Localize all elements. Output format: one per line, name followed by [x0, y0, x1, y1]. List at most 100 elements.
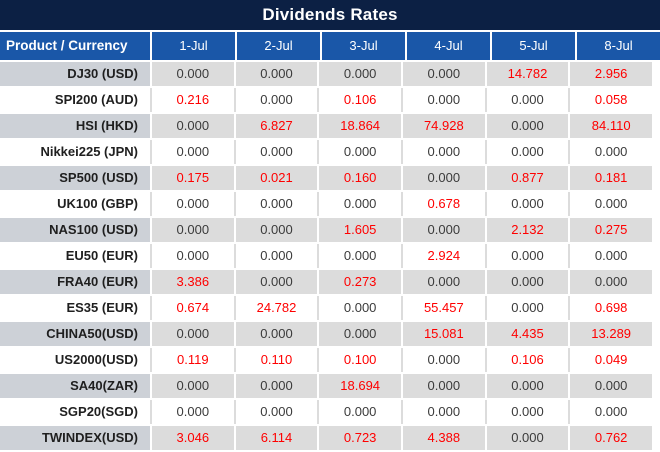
value-cell: 0.000 [484, 270, 569, 294]
value-cell: 0.000 [150, 244, 234, 268]
value-cell: 2.132 [484, 218, 569, 242]
value-cell: 0.000 [484, 374, 569, 398]
value-cell: 0.000 [400, 348, 485, 372]
value-cell: 55.457 [400, 296, 485, 320]
table-row: HSI (HKD) 0.000 6.827 18.864 74.928 0.000 84.1… [0, 114, 652, 138]
table-row: DJ30 (USD) 0.000 0.000 0.000 0.000 14.782 2.95… [0, 62, 652, 86]
value-cell: 0.000 [400, 374, 485, 398]
table-title: Dividends Rates [0, 0, 660, 30]
value-cell: 14.782 [484, 62, 569, 86]
value-cell: 0.000 [484, 140, 569, 164]
value-cell: 0.000 [150, 218, 234, 242]
table-row: TWINDEX(USD) 3.046 6.114 0.723 4.388 0.000 0.7… [0, 426, 652, 450]
product-cell: CHINA50(USD) [0, 322, 150, 346]
column-header-date: 1-Jul [150, 32, 235, 60]
value-cell: 0.000 [233, 374, 318, 398]
product-cell: US2000(USD) [0, 348, 150, 372]
value-cell: 0.000 [150, 322, 234, 346]
value-cell: 0.000 [233, 322, 318, 346]
column-header-date: 4-Jul [405, 32, 490, 60]
value-cell: 0.000 [233, 400, 318, 424]
table-row: SPI200 (AUD) 0.216 0.000 0.106 0.000 0.000 0.0… [0, 88, 652, 112]
value-cell: 0.000 [150, 140, 234, 164]
value-cell: 0.000 [233, 218, 318, 242]
value-cell: 0.000 [484, 426, 569, 450]
value-cell: 84.110 [568, 114, 652, 138]
value-cell: 0.000 [150, 192, 234, 216]
value-cell: 0.000 [317, 322, 401, 346]
table-row: EU50 (EUR) 0.000 0.000 0.000 2.924 0.000 0.000 [0, 244, 652, 268]
value-cell: 18.694 [317, 374, 401, 398]
product-cell: SA40(ZAR) [0, 374, 150, 398]
value-cell: 0.000 [150, 374, 234, 398]
table-row: SGP20(SGD) 0.000 0.000 0.000 0.000 0.000 0.000 [0, 400, 652, 424]
product-cell: HSI (HKD) [0, 114, 150, 138]
value-cell: 0.000 [484, 244, 569, 268]
value-cell: 0.000 [568, 374, 652, 398]
value-cell: 0.000 [233, 270, 318, 294]
value-cell: 0.160 [317, 166, 401, 190]
value-cell: 0.000 [150, 114, 234, 138]
value-cell: 74.928 [400, 114, 485, 138]
value-cell: 0.000 [568, 244, 652, 268]
value-cell: 0.106 [484, 348, 569, 372]
table-row: SP500 (USD) 0.175 0.021 0.160 0.000 0.877 0.18… [0, 166, 652, 190]
table-row: CHINA50(USD) 0.000 0.000 0.000 15.081 4.435 13… [0, 322, 652, 346]
value-cell: 0.000 [484, 114, 569, 138]
product-cell: Nikkei225 (JPN) [0, 140, 150, 164]
value-cell: 0.000 [233, 62, 318, 86]
table-row: FRA40 (EUR) 3.386 0.000 0.273 0.000 0.000 0.00… [0, 270, 652, 294]
value-cell: 0.000 [400, 88, 485, 112]
table-row: ES35 (EUR) 0.674 24.782 0.000 55.457 0.000 0.6… [0, 296, 652, 320]
value-cell: 0.000 [484, 296, 569, 320]
value-cell: 0.000 [317, 140, 401, 164]
value-cell: 0.000 [400, 270, 485, 294]
value-cell: 0.000 [317, 192, 401, 216]
value-cell: 4.435 [484, 322, 569, 346]
value-cell: 0.100 [317, 348, 401, 372]
value-cell: 0.877 [484, 166, 569, 190]
value-cell: 0.273 [317, 270, 401, 294]
value-cell: 3.386 [150, 270, 234, 294]
table-row: UK100 (GBP) 0.000 0.000 0.000 0.678 0.000 0.00… [0, 192, 652, 216]
product-cell: EU50 (EUR) [0, 244, 150, 268]
table-row: Nikkei225 (JPN) 0.000 0.000 0.000 0.000 0.000… [0, 140, 652, 164]
table-row: NAS100 (USD) 0.000 0.000 1.605 0.000 2.132 0.2… [0, 218, 652, 242]
value-cell: 0.000 [568, 192, 652, 216]
value-cell: 0.000 [317, 62, 401, 86]
table-row: US2000(USD) 0.119 0.110 0.100 0.000 0.106 0.04… [0, 348, 652, 372]
table-row: SA40(ZAR) 0.000 0.000 18.694 0.000 0.000 0.000 [0, 374, 652, 398]
value-cell: 0.698 [568, 296, 652, 320]
value-cell: 0.674 [150, 296, 234, 320]
value-cell: 0.000 [317, 244, 401, 268]
product-cell: DJ30 (USD) [0, 62, 150, 86]
value-cell: 0.000 [484, 192, 569, 216]
value-cell: 6.114 [233, 426, 318, 450]
value-cell: 0.000 [233, 192, 318, 216]
value-cell: 0.000 [233, 244, 318, 268]
value-cell: 0.021 [233, 166, 318, 190]
value-cell: 0.762 [568, 426, 652, 450]
value-cell: 0.110 [233, 348, 318, 372]
value-cell: 0.000 [233, 88, 318, 112]
value-cell: 24.782 [233, 296, 318, 320]
value-cell: 18.864 [317, 114, 401, 138]
product-cell: SGP20(SGD) [0, 400, 150, 424]
value-cell: 3.046 [150, 426, 234, 450]
value-cell: 0.000 [400, 218, 485, 242]
value-cell: 0.216 [150, 88, 234, 112]
value-cell: 2.956 [568, 62, 652, 86]
value-cell: 0.000 [484, 88, 569, 112]
column-header-date: 2-Jul [235, 32, 320, 60]
product-cell: FRA40 (EUR) [0, 270, 150, 294]
value-cell: 0.119 [150, 348, 234, 372]
table-body: DJ30 (USD) 0.000 0.000 0.000 0.000 14.782 2.95… [0, 62, 660, 450]
product-cell: SP500 (USD) [0, 166, 150, 190]
column-header-date: 5-Jul [490, 32, 575, 60]
column-header-date: 3-Jul [320, 32, 405, 60]
value-cell: 0.000 [568, 270, 652, 294]
value-cell: 0.000 [484, 400, 569, 424]
value-cell: 15.081 [400, 322, 485, 346]
value-cell: 0.106 [317, 88, 401, 112]
value-cell: 4.388 [400, 426, 485, 450]
